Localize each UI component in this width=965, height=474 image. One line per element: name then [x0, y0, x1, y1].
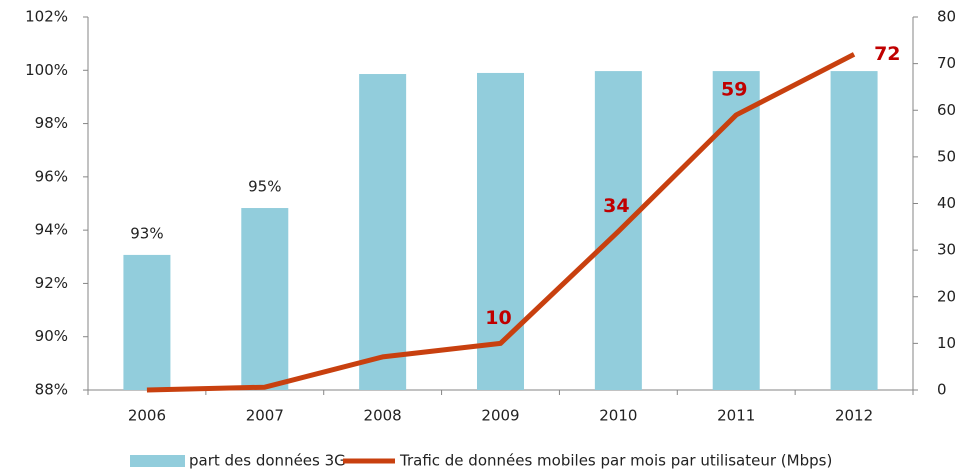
x-tick-label: 2012: [835, 407, 873, 425]
y2-tick-label: 70: [937, 54, 956, 72]
y2-tick-label: 20: [937, 287, 956, 305]
y-tick-label: 90%: [35, 327, 68, 345]
x-tick-label: 2008: [364, 407, 402, 425]
y-tick-label: 92%: [35, 274, 68, 292]
legend-label: part des données 3G: [189, 452, 346, 470]
y2-tick-label: 0: [937, 381, 947, 399]
y2-tick-label: 50: [937, 147, 956, 165]
line-label: 10: [485, 307, 511, 329]
bar: [241, 208, 289, 390]
legend-swatch: [130, 455, 185, 467]
y-tick-label: 100%: [25, 61, 68, 79]
y2-tick-label: 30: [937, 241, 956, 259]
x-tick-label: 2010: [599, 407, 637, 425]
bar: [123, 254, 171, 390]
y2-tick-label: 60: [937, 101, 956, 119]
y-tick-label: 98%: [35, 114, 68, 132]
line-label: 34: [603, 195, 629, 217]
x-tick-label: 2006: [128, 407, 166, 425]
y-tick-label: 94%: [35, 221, 68, 239]
y-tick-label: 88%: [35, 381, 68, 399]
bar: [359, 74, 407, 390]
line-label: 72: [874, 43, 900, 65]
bar-label: 95%: [248, 178, 281, 196]
line-label: 59: [721, 78, 747, 100]
y-tick-label: 102%: [25, 8, 68, 26]
bar: [712, 71, 760, 391]
x-tick-label: 2009: [481, 407, 519, 425]
y2-tick-label: 80: [937, 8, 956, 26]
bar: [830, 71, 878, 391]
legend-label: Trafic de données mobiles par mois par u…: [399, 452, 832, 470]
y2-tick-label: 10: [937, 334, 956, 352]
y2-tick-label: 40: [937, 194, 956, 212]
x-tick-label: 2007: [246, 407, 284, 425]
line: [146, 52, 856, 393]
y-tick-label: 96%: [35, 167, 68, 185]
bar-label: 93%: [130, 224, 163, 242]
x-tick-label: 2011: [717, 407, 755, 425]
bar: [477, 72, 524, 390]
